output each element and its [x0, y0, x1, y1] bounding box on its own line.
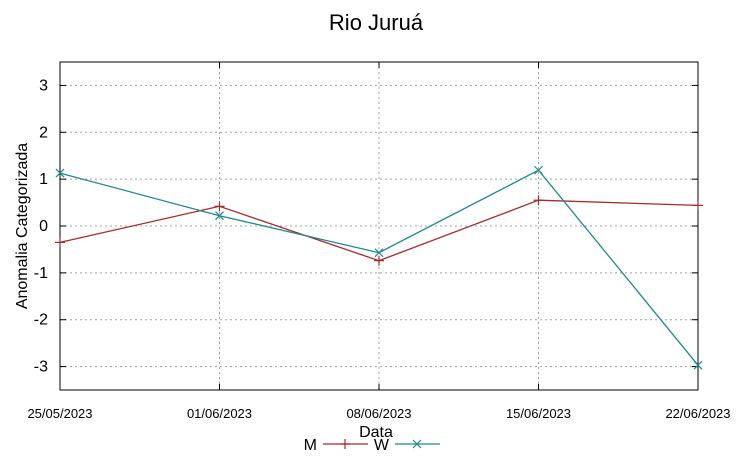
- y-axis: 3 2 1 0 -1 -2 -3: [34, 77, 698, 376]
- data-point-w: [215, 211, 224, 221]
- x-tick-label: 15/06/2023: [506, 406, 571, 421]
- data-point-w: [534, 165, 543, 175]
- legend-marker-m: [340, 439, 350, 449]
- data-point-m: [374, 255, 384, 266]
- y-tick-label: 0: [39, 218, 48, 235]
- data-point-m: [533, 195, 544, 206]
- data-point-w: [55, 168, 65, 178]
- data-point-m: [214, 201, 225, 212]
- x-axis-label: Data: [359, 424, 393, 441]
- x-tick-label: 08/06/2023: [346, 406, 411, 421]
- data-point-w: [374, 248, 384, 258]
- data-point-w: [693, 360, 703, 370]
- legend-label-w: W: [374, 437, 390, 454]
- x-tick-label: 25/05/2023: [27, 406, 92, 421]
- series-layer: [55, 165, 703, 370]
- x-axis: 25/05/2023 01/06/2023 08/06/2023 15/06/2023…: [27, 62, 731, 421]
- y-tick-label: -1: [34, 265, 48, 282]
- series-line-m: [59, 199, 699, 262]
- y-tick-label: 1: [39, 171, 48, 188]
- legend-marker-w: [412, 439, 422, 449]
- grid-lines: [60, 62, 698, 390]
- y-tick-label: -3: [34, 359, 48, 376]
- x-tick-label: 22/06/2023: [665, 406, 730, 421]
- x-tick-label: 01/06/2023: [187, 406, 252, 421]
- data-point-m: [693, 200, 703, 211]
- y-tick-label: 2: [39, 124, 48, 141]
- chart-title: Rio Juruá: [329, 10, 424, 35]
- y-tick-label: -2: [34, 312, 48, 329]
- data-point-m: [55, 237, 65, 248]
- y-axis-label: Anomalia Categorizada: [14, 143, 31, 309]
- legend-label-m: M: [304, 437, 317, 454]
- y-tick-label: 3: [39, 77, 48, 94]
